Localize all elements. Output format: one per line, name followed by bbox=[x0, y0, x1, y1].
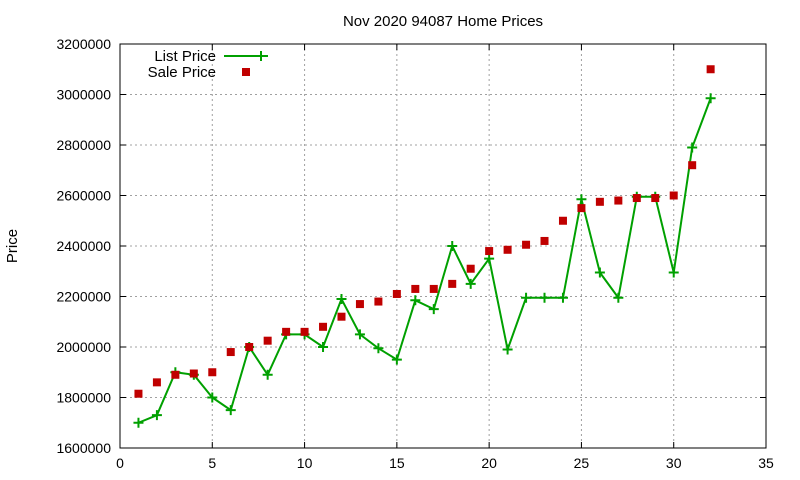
list-price-point bbox=[539, 292, 550, 303]
list-price-point bbox=[151, 410, 162, 421]
sale-price-point bbox=[632, 194, 641, 203]
sale-price-point bbox=[614, 196, 623, 205]
list-price-point bbox=[613, 292, 624, 303]
list-price-point bbox=[576, 194, 587, 205]
series-layer bbox=[133, 65, 716, 428]
sale-price-point bbox=[411, 284, 420, 293]
list-price-point bbox=[594, 267, 605, 278]
chart-title: Nov 2020 94087 Home Prices bbox=[343, 13, 543, 30]
list-price-point bbox=[318, 342, 329, 352]
x-tick-label: 25 bbox=[574, 455, 590, 471]
sale-price-point bbox=[540, 236, 549, 245]
legend-label-list-price: List Price bbox=[154, 48, 216, 65]
sale-price-point bbox=[485, 247, 494, 256]
sale-price-point bbox=[189, 369, 198, 378]
y-tick-label: 1600000 bbox=[56, 440, 111, 456]
list-price-point bbox=[687, 142, 698, 153]
sale-price-point bbox=[374, 297, 383, 306]
list-price-point bbox=[521, 292, 532, 303]
x-tick-label: 10 bbox=[297, 455, 313, 471]
list-price-point bbox=[133, 417, 144, 428]
sale-price-point bbox=[558, 216, 567, 225]
sale-price-point bbox=[522, 240, 531, 249]
sale-price-point bbox=[319, 322, 328, 331]
legend-marker-sale-price bbox=[242, 68, 250, 76]
sale-price-point bbox=[152, 378, 161, 387]
x-tick-label: 30 bbox=[666, 455, 682, 471]
x-tick-label: 15 bbox=[389, 455, 405, 471]
legend: List Price Sale Price bbox=[148, 48, 268, 81]
y-axis-label: Price bbox=[4, 229, 21, 263]
sale-price-point bbox=[448, 279, 457, 288]
sale-price-point bbox=[429, 284, 438, 293]
y-tick-label: 3000000 bbox=[56, 87, 111, 103]
y-tick-label: 3200000 bbox=[56, 36, 111, 52]
ticks-layer: 0 5 10 15 20 25 30 35 1600000 1800000 2000000 22000… bbox=[56, 36, 774, 471]
list-price-point bbox=[484, 253, 495, 264]
sale-price-point bbox=[466, 264, 475, 273]
sale-price-point bbox=[392, 289, 401, 298]
y-tick-label: 2800000 bbox=[56, 137, 111, 153]
legend-marker-list-price bbox=[256, 51, 266, 61]
legend-sample-sale-price bbox=[242, 68, 250, 76]
y-tick-label: 2600000 bbox=[56, 188, 111, 204]
list-price-point bbox=[207, 392, 218, 403]
sale-price-point bbox=[263, 336, 272, 345]
list-price-point bbox=[336, 294, 347, 305]
list-price-point bbox=[502, 344, 513, 355]
x-tick-label: 0 bbox=[116, 455, 124, 471]
sale-price-point bbox=[134, 389, 143, 398]
x-tick-label: 5 bbox=[208, 455, 216, 471]
list-price-point bbox=[262, 369, 273, 380]
sale-price-point bbox=[651, 194, 660, 203]
list-price-point bbox=[668, 267, 679, 278]
sale-price-point bbox=[226, 348, 235, 357]
sale-price-point bbox=[688, 161, 697, 170]
x-tick-label: 35 bbox=[758, 455, 774, 471]
sale-price-point bbox=[595, 197, 604, 206]
list-price-line bbox=[138, 97, 712, 424]
sale-price-point bbox=[669, 191, 678, 200]
y-tick-label: 2000000 bbox=[56, 339, 111, 355]
grid-layer bbox=[120, 44, 766, 448]
sale-price-point bbox=[171, 370, 180, 379]
list-price-point bbox=[465, 278, 476, 289]
legend-sample-list-price bbox=[224, 51, 268, 61]
list-price-point bbox=[428, 304, 439, 315]
list-price-point bbox=[225, 405, 236, 416]
legend-label-sale-price: Sale Price bbox=[148, 64, 216, 81]
sale-price-point bbox=[300, 327, 309, 336]
list-price-point bbox=[557, 292, 568, 303]
list-price-point bbox=[447, 241, 458, 251]
sale-price-point bbox=[503, 245, 512, 254]
list-price-point bbox=[410, 295, 421, 306]
sale-price-point bbox=[706, 65, 715, 74]
list-price-point bbox=[391, 354, 402, 365]
sale-price-point bbox=[282, 327, 291, 336]
y-tick-label: 1800000 bbox=[56, 390, 111, 406]
list-price-point bbox=[354, 329, 365, 340]
y-tick-label: 2200000 bbox=[56, 289, 111, 305]
sale-price-point bbox=[208, 368, 217, 377]
x-tick-label: 20 bbox=[481, 455, 497, 471]
y-tick-label: 2400000 bbox=[56, 238, 111, 254]
sale-price-point bbox=[337, 312, 346, 321]
list-price-point bbox=[373, 343, 384, 354]
sale-price-point bbox=[245, 343, 254, 351]
sale-price-point bbox=[355, 300, 364, 309]
list-price-point bbox=[705, 93, 716, 104]
sale-price-point bbox=[577, 204, 586, 213]
